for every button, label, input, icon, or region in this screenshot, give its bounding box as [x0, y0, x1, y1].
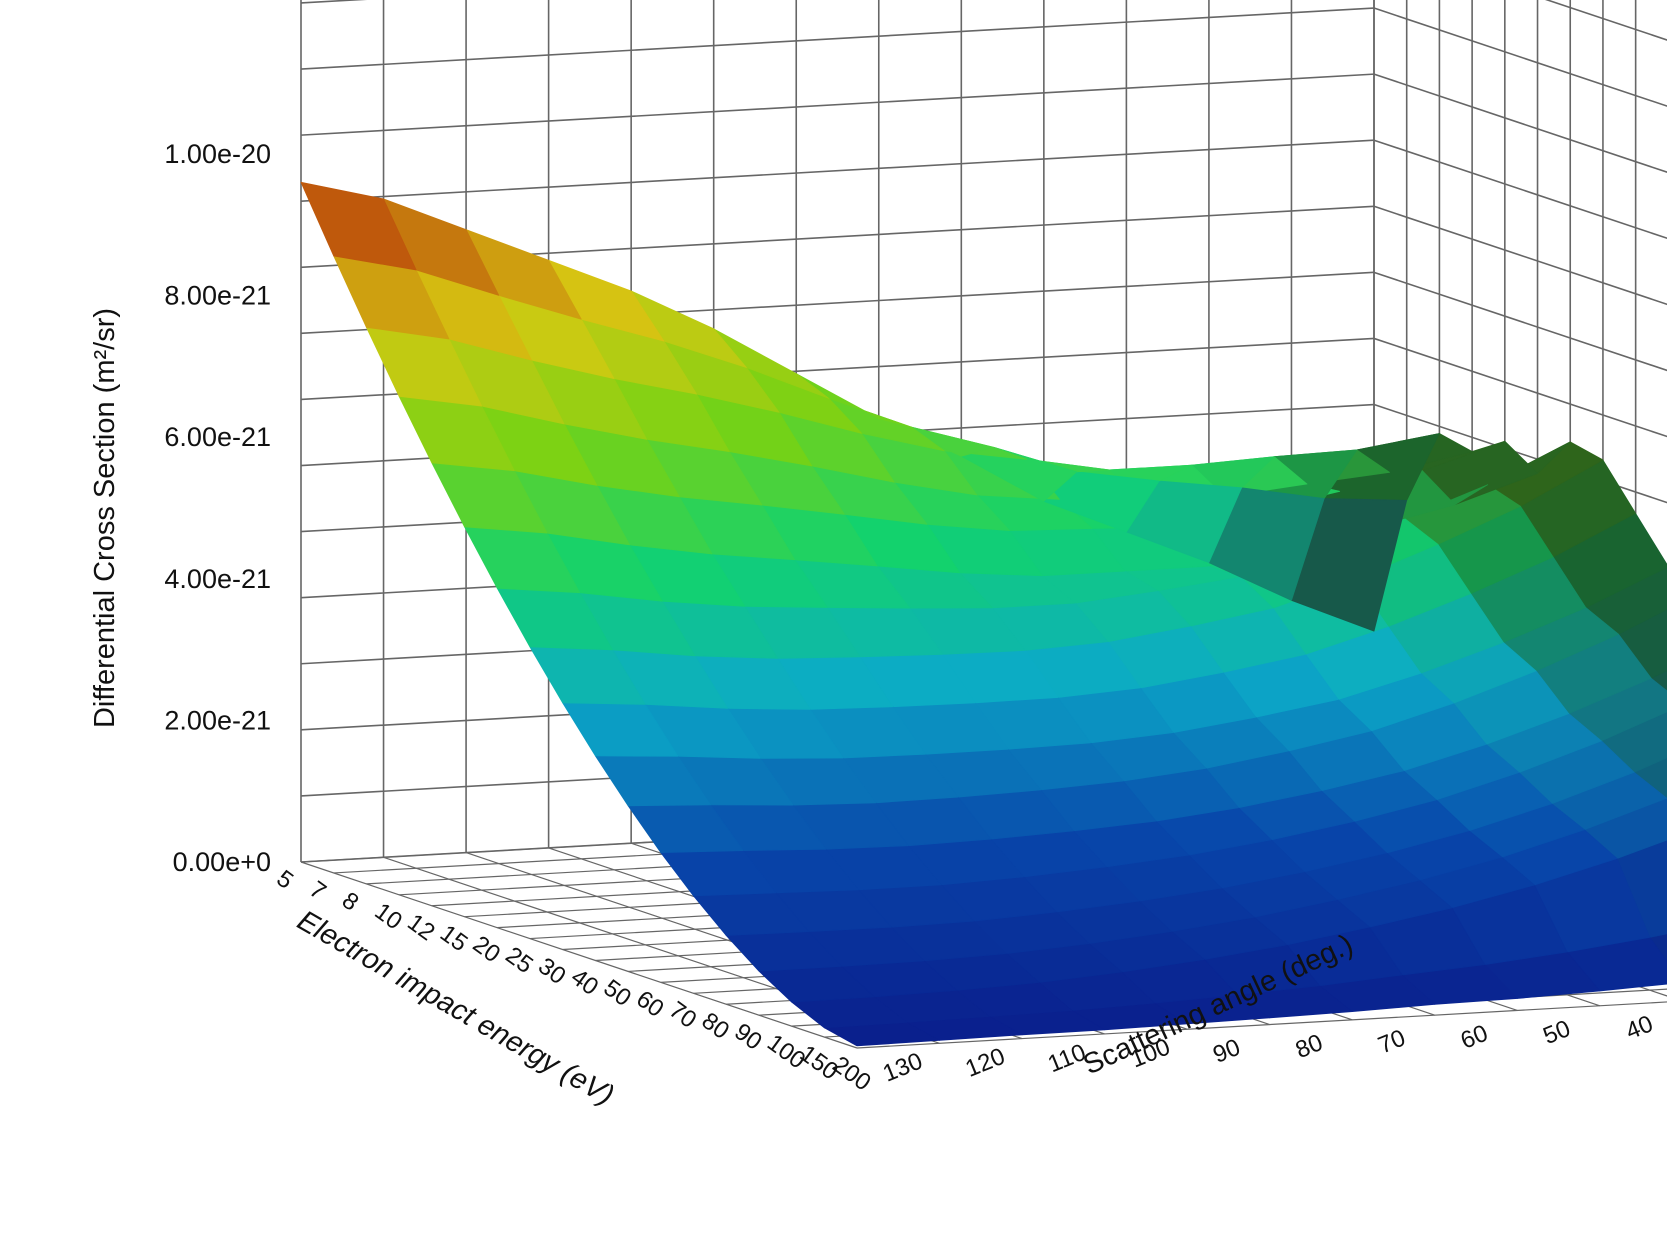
energy-tick-label: 12: [402, 909, 439, 947]
right-wall-gridline: [1374, 0, 1667, 62]
energy-tick-label: 15: [435, 920, 472, 958]
energy-tick-label: 30: [533, 953, 570, 991]
angle-tick-label: 60: [1457, 1020, 1492, 1055]
z-tick-label: 1.00e-20: [164, 139, 271, 169]
angle-tick-label: 40: [1622, 1010, 1657, 1045]
energy-tick-label: 70: [664, 996, 701, 1034]
left-wall-gridline: [301, 74, 1374, 135]
surface-mesh: [301, 182, 1667, 1046]
left-wall-gridline: [301, 8, 1374, 69]
z-tick-label: 6.00e-21: [164, 422, 271, 452]
energy-tick-label: 7: [304, 876, 331, 906]
right-wall-gridline: [1374, 74, 1667, 260]
left-wall-gridline: [301, 140, 1374, 201]
energy-tick-label: 10: [370, 898, 407, 936]
energy-tick-label: 50: [599, 974, 636, 1012]
left-wall-gridline: [301, 0, 1374, 3]
energy-tick-label: 80: [697, 1007, 734, 1045]
angle-tick-label: 120: [962, 1043, 1009, 1083]
z-tick-label: 4.00e-21: [164, 564, 271, 594]
energy-tick-label: 5: [271, 865, 298, 895]
z-axis-label: Differential Cross Section (m²/sr): [89, 308, 121, 728]
z-tick-label: 8.00e-21: [164, 281, 271, 311]
angle-tick-label: 80: [1292, 1029, 1327, 1064]
right-wall-gridline: [1374, 272, 1667, 458]
angle-tick-label: 130: [879, 1048, 926, 1088]
angle-tick-label: 90: [1209, 1034, 1244, 1069]
energy-tick-label: 90: [729, 1018, 766, 1056]
energy-tick-label: 60: [631, 985, 668, 1023]
z-tick-label: 2.00e-21: [164, 705, 271, 735]
energy-tick-label: 20: [468, 931, 505, 969]
right-wall-gridline: [1374, 206, 1667, 392]
energy-tick-label: 40: [566, 963, 603, 1001]
right-wall-gridline: [1374, 140, 1667, 326]
energy-tick-label: 25: [500, 942, 537, 980]
right-wall-gridline: [1374, 0, 1667, 128]
energy-tick-label: 8: [337, 887, 364, 917]
z-tick-labels: 0.00e+0 2.00e-21 4.00e-21 6.00e-21 8.00e-21 1…: [164, 139, 271, 877]
z-tick-label: 0.00e+0: [173, 847, 271, 877]
angle-tick-label: 70: [1374, 1024, 1409, 1059]
angle-tick-label: 50: [1539, 1015, 1574, 1050]
right-wall-gridline: [1374, 8, 1667, 194]
